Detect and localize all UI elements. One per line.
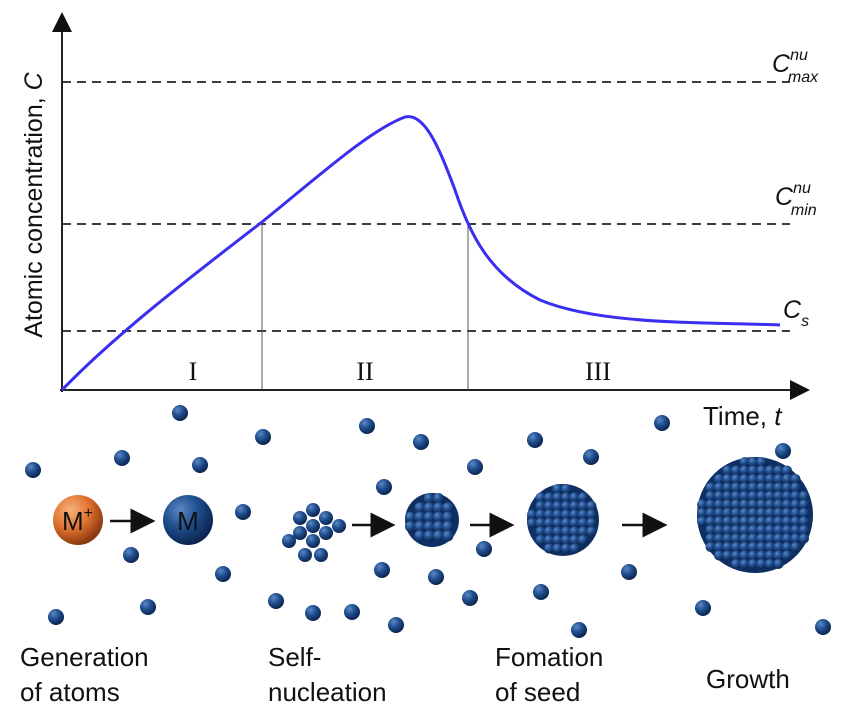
caption: Fomation (495, 642, 603, 672)
y-axis-label: Atomic concentration, C (20, 71, 48, 337)
cluster-atom (578, 535, 588, 545)
axes (60, 14, 808, 392)
atom (172, 405, 188, 421)
cluster-atom (799, 534, 809, 544)
cluster-atom (306, 534, 320, 548)
concentration-curve (62, 117, 780, 390)
atom (462, 590, 478, 606)
atom (48, 609, 64, 625)
atom (775, 443, 791, 459)
caption: of seed (495, 677, 580, 707)
atom (815, 619, 831, 635)
cluster-atom (306, 519, 320, 533)
atom (140, 599, 156, 615)
clusters (282, 457, 813, 573)
cluster-atom (319, 511, 333, 525)
atom (621, 564, 637, 580)
x-axis-label-var: t (774, 401, 783, 431)
atom (527, 432, 543, 448)
cluster-atom (306, 503, 320, 517)
cluster-atom (298, 548, 312, 562)
x-axis-label: Time, t (703, 401, 783, 431)
atom (235, 504, 251, 520)
cluster-atom (782, 551, 792, 561)
stage-label: I (189, 357, 198, 386)
atom (268, 593, 284, 609)
atom (533, 584, 549, 600)
atom (255, 429, 271, 445)
cluster-atom (332, 519, 346, 533)
atom (192, 457, 208, 473)
atom (376, 479, 392, 495)
atom (388, 617, 404, 633)
cluster-atom (587, 527, 597, 537)
stage-labels: I II III (189, 357, 611, 386)
cluster-atom (442, 530, 453, 541)
cluster-atom (570, 544, 580, 554)
atom (25, 462, 41, 478)
atom (695, 600, 711, 616)
cluster-atom (791, 542, 801, 552)
atom (413, 434, 429, 450)
caption: nucleation (268, 677, 387, 707)
atom (583, 449, 599, 465)
level-label: Cs (783, 296, 809, 330)
caption: Generation (20, 642, 149, 672)
cluster-atom (442, 521, 453, 532)
atom-label: M (177, 506, 199, 536)
cluster-atom (774, 559, 784, 569)
cluster-atom (293, 511, 307, 525)
atom (123, 547, 139, 563)
level-label: Cnumin (775, 180, 817, 219)
atom (374, 562, 390, 578)
x-axis-label-text: Time, (703, 401, 767, 431)
y-axis-label-var: C (20, 71, 48, 90)
cluster-atom (282, 534, 296, 548)
stage-label: II (356, 357, 373, 386)
cluster-atom (319, 526, 333, 540)
caption: of atoms (20, 677, 120, 707)
caption: Self- (268, 642, 321, 672)
stage-label: III (585, 357, 611, 386)
captions: Generation of atoms Self- nucleation Fom… (20, 642, 790, 707)
atom (571, 622, 587, 638)
diagram: Atomic concentration, C Time, t Cnumax C… (0, 0, 841, 709)
atom (215, 566, 231, 582)
caption: Growth (706, 664, 790, 694)
atom (476, 541, 492, 557)
y-axis-label-text: Atomic concentration, (20, 97, 48, 337)
atom (344, 604, 360, 620)
atom (428, 569, 444, 585)
cluster-atom (442, 502, 453, 513)
atom (467, 459, 483, 475)
atom (114, 450, 130, 466)
atom (654, 415, 670, 431)
atom (359, 418, 375, 434)
cluster-atom (314, 548, 328, 562)
atom (305, 605, 321, 621)
